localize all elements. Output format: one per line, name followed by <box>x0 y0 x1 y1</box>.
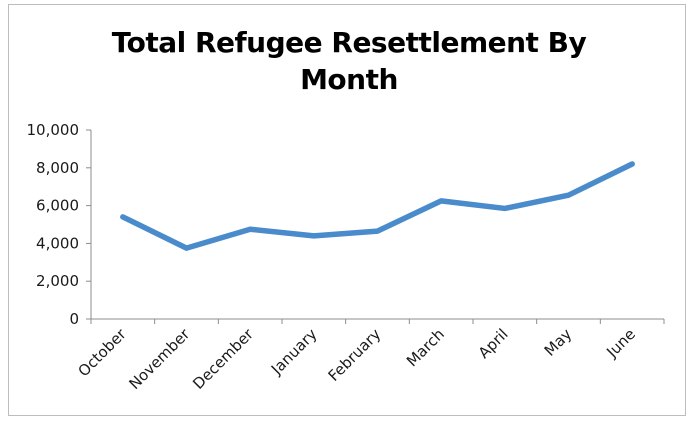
x-tick-label: June <box>602 325 639 362</box>
x-tick-label: February <box>325 325 385 385</box>
y-tick-label: 8,000 <box>36 159 79 177</box>
x-tick-label: December <box>189 325 257 393</box>
chart-frame <box>8 4 686 416</box>
chart-title: Total Refugee Resettlement By Month <box>0 24 698 98</box>
x-tick-label: October <box>74 325 130 381</box>
y-tick-label: 0 <box>69 310 79 328</box>
y-tick-label: 6,000 <box>36 197 79 215</box>
axes <box>86 130 664 320</box>
chart-title-line-2: Month <box>300 63 398 96</box>
y-axis-ticks: 0 2,000 4,000 6,000 8,000 10,000 <box>27 121 91 328</box>
x-tick-label: November <box>125 325 193 393</box>
series-layer <box>120 161 635 251</box>
x-tick-label: January <box>267 325 321 379</box>
series-line <box>120 161 635 251</box>
y-tick-label: 2,000 <box>36 272 79 290</box>
y-tick-label: 10,000 <box>27 121 80 139</box>
y-tick-label: 4,000 <box>36 234 79 252</box>
chart-title-line-1: Total Refugee Resettlement By <box>111 26 587 59</box>
x-tick-label: May <box>541 325 576 360</box>
x-tick-label: March <box>403 325 448 370</box>
x-tick-label: April <box>475 325 512 362</box>
